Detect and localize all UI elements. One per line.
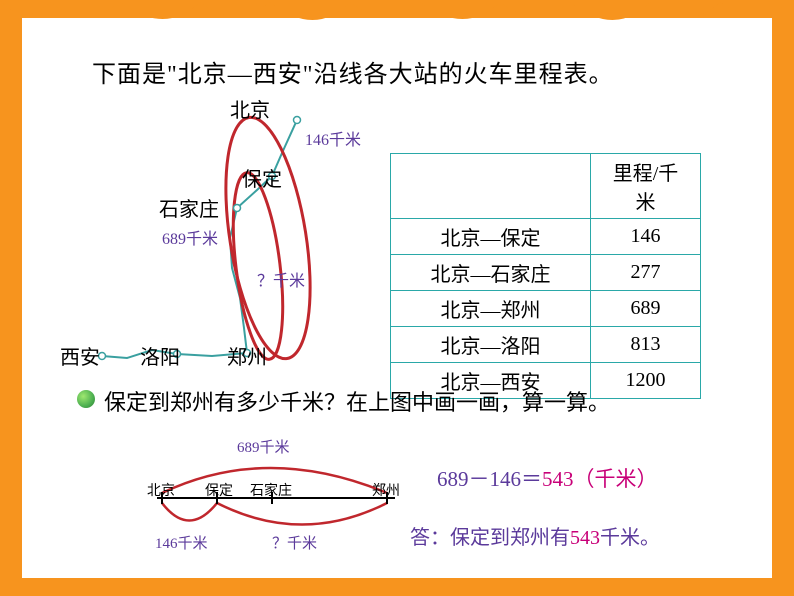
table-header: 里程/千米 xyxy=(391,154,701,219)
header-route xyxy=(391,154,591,219)
mileage-table: 里程/千米 北京—保定146 北京—石家庄277 北京—郑州689 北京—洛阳8… xyxy=(390,153,701,399)
table-row: 北京—郑州689 xyxy=(391,291,701,327)
table-row: 北京—洛阳813 xyxy=(391,327,701,363)
calc-unit: （千米） xyxy=(574,467,658,491)
diagram-station-zhengzhou: 郑州 xyxy=(372,480,400,500)
answer-value: 543 xyxy=(570,527,600,549)
answer-text: 答：保定到郑州有543千米。 xyxy=(410,521,660,550)
map-annot-question: ？千米 xyxy=(257,267,305,291)
station-luoyang: 洛阳 xyxy=(140,341,180,370)
station-shijiazhuang: 石家庄 xyxy=(159,193,219,222)
diagram-top-label: 689千米 xyxy=(237,436,290,457)
table-row: 北京—保定146 xyxy=(391,219,701,255)
calc-expr: 689－146＝ xyxy=(437,467,542,491)
table-row: 北京—石家庄277 xyxy=(391,255,701,291)
answer-suffix: 千米。 xyxy=(600,527,660,549)
header-km: 里程/千米 xyxy=(591,154,701,219)
diagram-station-shijiazhuang: 石家庄 xyxy=(250,480,292,500)
calculation: 689－146＝543（千米） xyxy=(437,463,658,493)
answer-prefix: 答：保定到郑州有 xyxy=(410,527,570,549)
station-baoding: 保定 xyxy=(242,163,282,192)
slide-content: 下面是"北京—西安"沿线各大站的火车里程表。 北京 保定 石家庄 郑州 洛阳 西… xyxy=(22,18,772,578)
map-annot-689: 689千米 xyxy=(162,225,218,249)
bullet-icon xyxy=(77,390,95,408)
diagram-station-baoding: 保定 xyxy=(205,480,233,500)
diagram-bot-right: ？千米 xyxy=(272,532,317,553)
station-beijing: 北京 xyxy=(230,94,270,123)
title: 下面是"北京—西安"沿线各大站的火车里程表。 xyxy=(92,54,614,89)
map-annot-146: 146千米 xyxy=(305,126,361,150)
station-zhengzhou: 郑州 xyxy=(227,341,267,370)
calc-result: 543 xyxy=(542,467,574,491)
diagram-bot-left: 146千米 xyxy=(155,532,208,553)
diagram-station-beijing: 北京 xyxy=(147,480,175,500)
station-xian: 西安 xyxy=(60,341,100,370)
question-text: 保定到郑州有多少千米？在上图中画一画，算一算。 xyxy=(104,385,610,417)
